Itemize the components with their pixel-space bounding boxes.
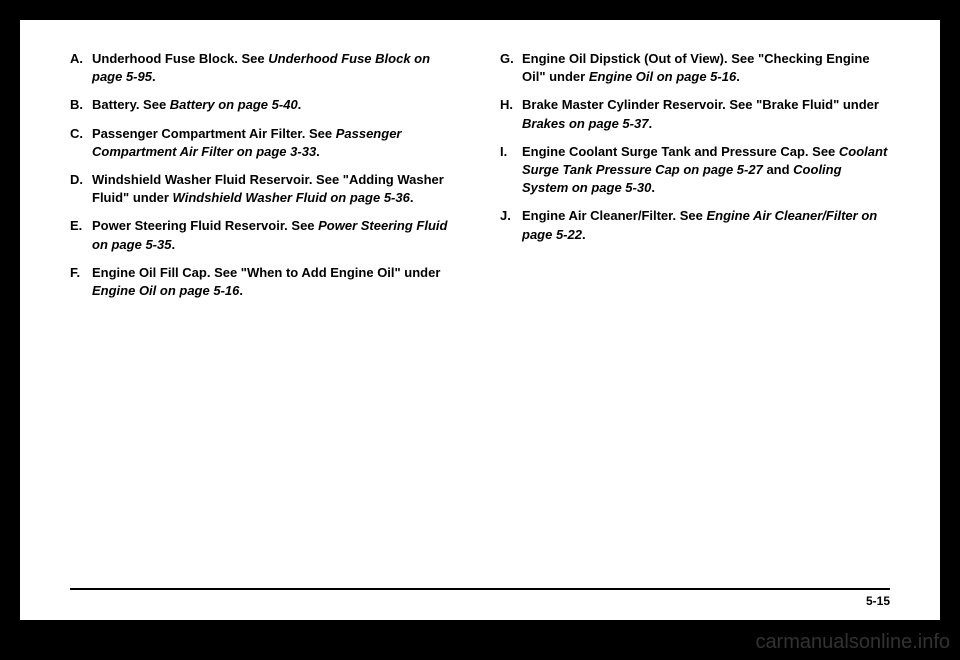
- item-content: Power Steering Fluid Reservoir. See Powe…: [92, 217, 460, 253]
- item-letter: E.: [70, 217, 92, 253]
- item-letter: A.: [70, 50, 92, 86]
- item-content: Engine Air Cleaner/Filter. See Engine Ai…: [522, 207, 890, 243]
- item-content: Underhood Fuse Block. See Underhood Fuse…: [92, 50, 460, 86]
- item-letter: F.: [70, 264, 92, 300]
- item-letter: C.: [70, 125, 92, 161]
- content-columns: A.Underhood Fuse Block. See Underhood Fu…: [70, 50, 890, 310]
- item-letter: D.: [70, 171, 92, 207]
- list-item: D.Windshield Washer Fluid Reservoir. See…: [70, 171, 460, 207]
- item-letter: J.: [500, 207, 522, 243]
- list-item: C.Passenger Compartment Air Filter. See …: [70, 125, 460, 161]
- item-content: Brake Master Cylinder Reservoir. See "Br…: [522, 96, 890, 132]
- page-number: 5-15: [70, 594, 890, 608]
- list-item: B.Battery. See Battery on page 5-40.: [70, 96, 460, 114]
- list-item: E.Power Steering Fluid Reservoir. See Po…: [70, 217, 460, 253]
- list-item: F.Engine Oil Fill Cap. See "When to Add …: [70, 264, 460, 300]
- list-item: J.Engine Air Cleaner/Filter. See Engine …: [500, 207, 890, 243]
- item-content: Battery. See Battery on page 5-40.: [92, 96, 460, 114]
- list-item: A.Underhood Fuse Block. See Underhood Fu…: [70, 50, 460, 86]
- footer-divider: [70, 588, 890, 590]
- list-item: I.Engine Coolant Surge Tank and Pressure…: [500, 143, 890, 198]
- page-footer: 5-15: [70, 588, 890, 608]
- right-column: G.Engine Oil Dipstick (Out of View). See…: [500, 50, 890, 310]
- item-letter: B.: [70, 96, 92, 114]
- item-letter: G.: [500, 50, 522, 86]
- watermark-text: carmanualsonline.info: [755, 631, 950, 654]
- list-item: G.Engine Oil Dipstick (Out of View). See…: [500, 50, 890, 86]
- item-content: Windshield Washer Fluid Reservoir. See "…: [92, 171, 460, 207]
- list-item: H.Brake Master Cylinder Reservoir. See "…: [500, 96, 890, 132]
- item-content: Passenger Compartment Air Filter. See Pa…: [92, 125, 460, 161]
- item-content: Engine Coolant Surge Tank and Pressure C…: [522, 143, 890, 198]
- left-column: A.Underhood Fuse Block. See Underhood Fu…: [70, 50, 460, 310]
- item-content: Engine Oil Fill Cap. See "When to Add En…: [92, 264, 460, 300]
- item-content: Engine Oil Dipstick (Out of View). See "…: [522, 50, 890, 86]
- item-letter: H.: [500, 96, 522, 132]
- item-letter: I.: [500, 143, 522, 198]
- manual-page: A.Underhood Fuse Block. See Underhood Fu…: [20, 20, 940, 620]
